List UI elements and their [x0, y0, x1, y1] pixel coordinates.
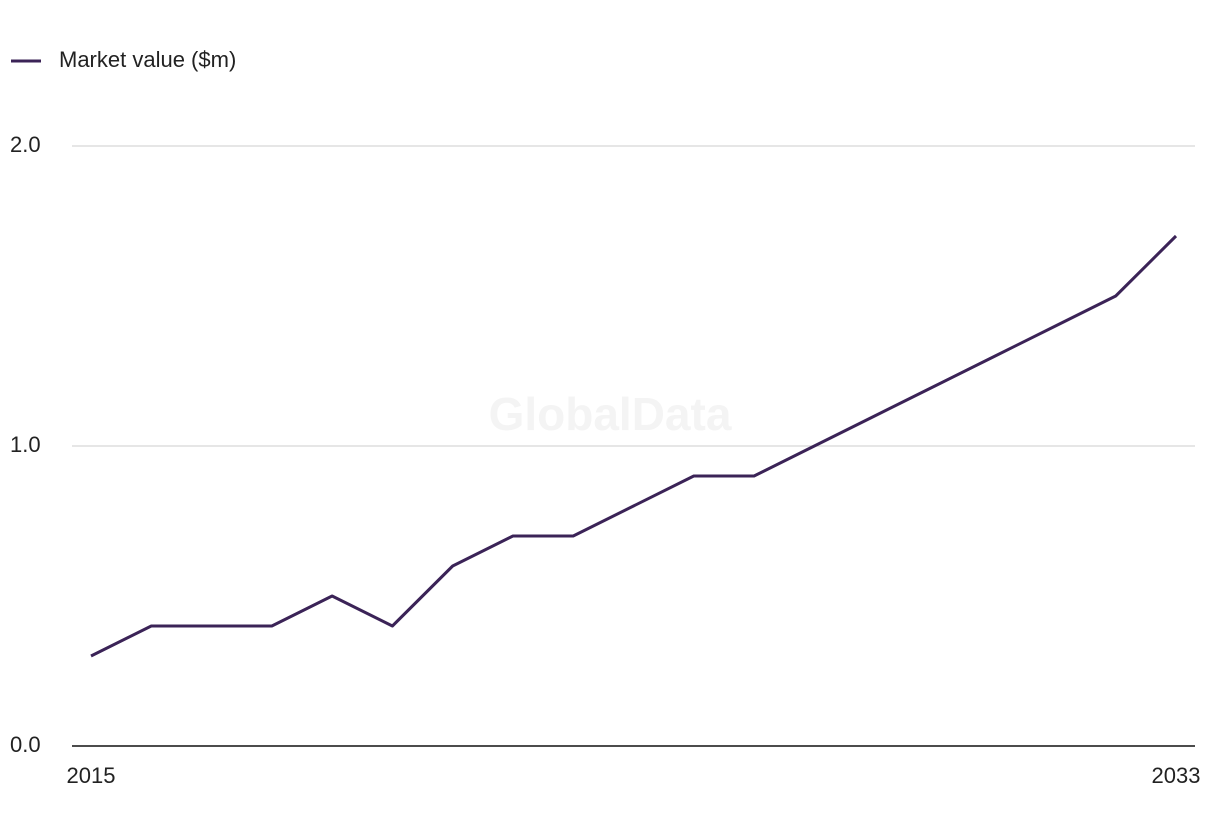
- y-tick-label: 2.0: [10, 132, 41, 157]
- y-tick-label: 1.0: [10, 432, 41, 457]
- x-tick-label: 2033: [1152, 763, 1201, 788]
- x-tick-label: 2015: [67, 763, 116, 788]
- data-line: [90, 234, 1178, 658]
- watermark: GlobalData: [489, 388, 732, 440]
- y-tick-label: 0.0: [10, 732, 41, 757]
- legend-label: Market value ($m): [59, 47, 236, 72]
